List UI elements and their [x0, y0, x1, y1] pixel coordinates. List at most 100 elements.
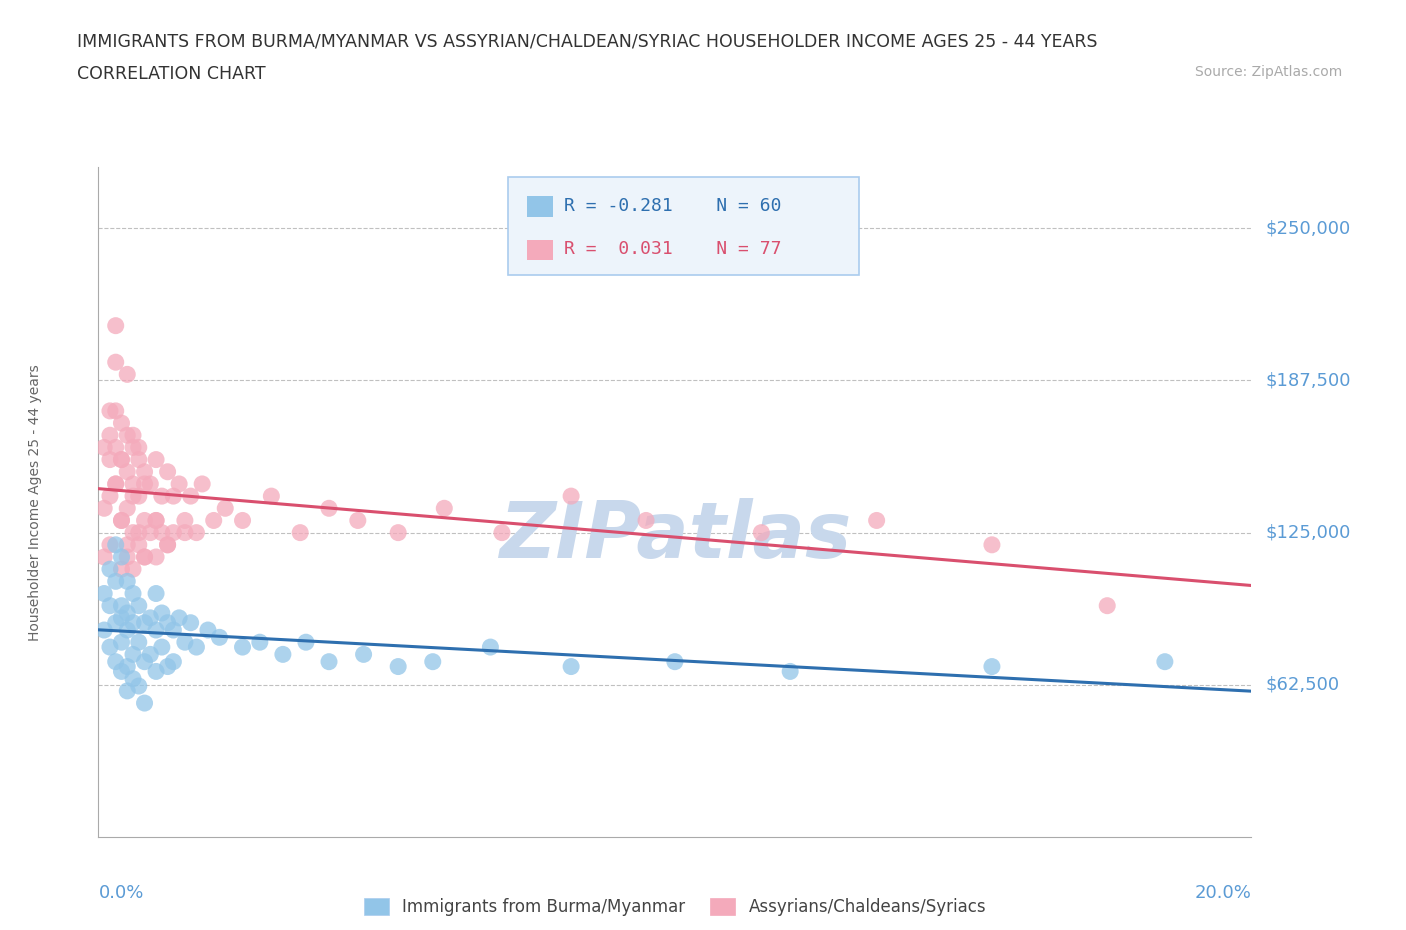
- Point: [128, 525, 150, 540]
- Text: IMMIGRANTS FROM BURMA/MYANMAR VS ASSYRIAN/CHALDEAN/SYRIAC HOUSEHOLDER INCOME AGE: IMMIGRANTS FROM BURMA/MYANMAR VS ASSYRIA…: [77, 33, 1098, 50]
- Text: ZIPatlas: ZIPatlas: [499, 498, 851, 574]
- Point: [433, 501, 456, 516]
- Point: [98, 428, 121, 443]
- Point: [128, 452, 150, 467]
- Point: [145, 513, 167, 528]
- Point: [128, 679, 150, 694]
- Point: [93, 440, 115, 455]
- Point: [104, 440, 127, 455]
- Point: [117, 659, 138, 674]
- Point: [128, 598, 150, 613]
- Point: [139, 647, 162, 662]
- Point: [134, 464, 156, 479]
- Point: [202, 513, 225, 528]
- Point: [104, 654, 127, 669]
- Point: [162, 654, 184, 669]
- Point: [122, 525, 145, 540]
- Text: CORRELATION CHART: CORRELATION CHART: [77, 65, 266, 83]
- Text: 20.0%: 20.0%: [1195, 884, 1251, 902]
- Point: [98, 640, 121, 655]
- Point: [664, 654, 686, 669]
- FancyBboxPatch shape: [508, 178, 859, 274]
- Point: [110, 610, 132, 625]
- Point: [117, 367, 138, 382]
- Point: [150, 605, 173, 620]
- Point: [117, 684, 138, 698]
- Point: [110, 598, 132, 613]
- Point: [110, 452, 132, 467]
- Point: [110, 635, 132, 650]
- Point: [866, 513, 889, 528]
- Point: [134, 550, 156, 565]
- Point: [145, 452, 167, 467]
- Point: [122, 488, 145, 503]
- Point: [117, 605, 138, 620]
- Point: [110, 562, 132, 577]
- Point: [249, 635, 271, 650]
- Point: [197, 622, 219, 637]
- Point: [156, 616, 179, 631]
- Point: [779, 664, 801, 679]
- Point: [560, 488, 582, 503]
- Point: [346, 513, 368, 528]
- Point: [104, 354, 127, 369]
- Point: [134, 654, 156, 669]
- Point: [318, 501, 340, 516]
- Point: [122, 586, 145, 601]
- Point: [98, 562, 121, 577]
- Text: $125,000: $125,000: [1265, 524, 1351, 541]
- Point: [636, 513, 658, 528]
- Point: [191, 476, 214, 491]
- Point: [117, 501, 138, 516]
- Point: [751, 525, 773, 540]
- Point: [208, 630, 231, 644]
- Point: [150, 640, 173, 655]
- Point: [110, 416, 132, 431]
- Point: [134, 550, 156, 565]
- Point: [139, 610, 162, 625]
- Point: [128, 440, 150, 455]
- Point: [156, 538, 179, 552]
- Point: [156, 659, 179, 674]
- Point: [93, 550, 115, 565]
- Point: [134, 616, 156, 631]
- Point: [104, 404, 127, 418]
- Point: [117, 574, 138, 589]
- Point: [98, 538, 121, 552]
- Point: [93, 501, 115, 516]
- Point: [186, 640, 208, 655]
- Point: [98, 404, 121, 418]
- Text: $187,500: $187,500: [1265, 371, 1351, 390]
- Point: [110, 664, 132, 679]
- Point: [1153, 654, 1175, 669]
- Point: [353, 647, 375, 662]
- Point: [174, 525, 197, 540]
- Point: [981, 538, 1004, 552]
- Point: [93, 622, 115, 637]
- Point: [98, 598, 121, 613]
- Point: [122, 476, 145, 491]
- Point: [156, 538, 179, 552]
- Point: [117, 428, 138, 443]
- Point: [110, 452, 132, 467]
- Point: [134, 513, 156, 528]
- Point: [117, 550, 138, 565]
- Point: [117, 538, 138, 552]
- Point: [104, 318, 127, 333]
- Text: R =  0.031    N = 77: R = 0.031 N = 77: [564, 240, 782, 259]
- Text: $62,500: $62,500: [1265, 676, 1340, 694]
- Point: [162, 488, 184, 503]
- Point: [145, 513, 167, 528]
- Point: [98, 452, 121, 467]
- Text: Source: ZipAtlas.com: Source: ZipAtlas.com: [1195, 65, 1343, 79]
- Point: [145, 664, 167, 679]
- FancyBboxPatch shape: [527, 240, 553, 260]
- Point: [167, 476, 190, 491]
- Point: [104, 476, 127, 491]
- Point: [290, 525, 312, 540]
- Point: [104, 538, 127, 552]
- Point: [156, 464, 179, 479]
- Point: [128, 635, 150, 650]
- Point: [167, 610, 190, 625]
- Point: [295, 635, 318, 650]
